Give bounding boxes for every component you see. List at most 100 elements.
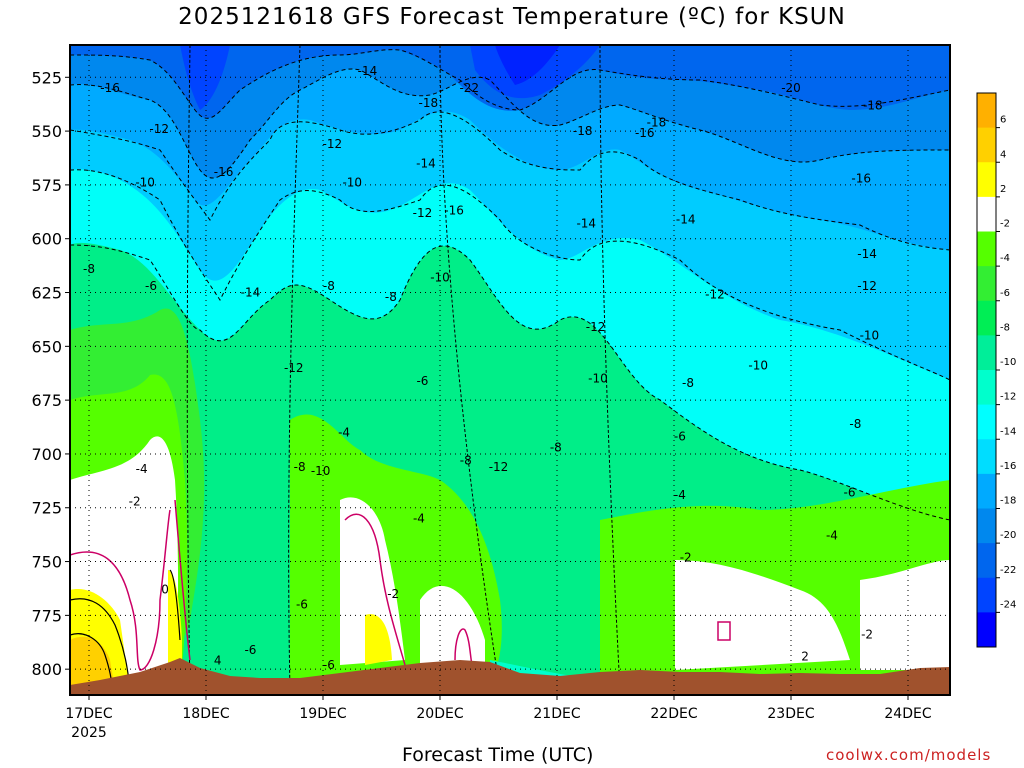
contour-label: -12 xyxy=(857,279,877,293)
contour-label: -6 xyxy=(674,430,686,444)
x-tick-label: 18DEC xyxy=(182,706,229,722)
colorbar-label: -10 xyxy=(1000,357,1016,368)
contour-label: -14 xyxy=(857,247,877,261)
contour-label: -16 xyxy=(444,204,464,218)
contour-label: -12 xyxy=(489,460,509,474)
colorbar-swatch xyxy=(977,577,996,613)
colorbar-label: -2 xyxy=(1000,219,1010,230)
contour-label: -12 xyxy=(149,122,169,136)
colorbar: 6 4 2 -2 -4 -6 -8 -10 -12 -14 -16 -18 -20 -22 -24 xyxy=(976,92,1016,648)
colorbar-swatch xyxy=(977,508,996,544)
x-axis-label: Forecast Time (UTC) xyxy=(402,744,594,766)
contour-label: -16 xyxy=(635,126,655,140)
colorbar-label: -22 xyxy=(1000,565,1016,576)
x-tick-label: 19DEC xyxy=(299,706,346,722)
contour-label: 2 xyxy=(801,649,809,663)
colorbar-label: -18 xyxy=(1000,496,1016,507)
y-tick-label: 750 xyxy=(31,553,62,572)
grid-lines xyxy=(70,45,950,695)
contour-label: -8 xyxy=(460,453,472,467)
contour-label: -18 xyxy=(418,96,438,110)
contour-lines xyxy=(70,45,950,691)
contour-label: -8 xyxy=(323,279,335,293)
colorbar-swatch xyxy=(977,300,996,336)
contour-label: -12 xyxy=(284,361,304,375)
contour-label: -14 xyxy=(241,286,261,300)
contour-label: -4 xyxy=(674,488,686,502)
contour-label: -14 xyxy=(416,156,436,170)
colorbar-swatch xyxy=(977,93,996,129)
contour-label: -12 xyxy=(586,320,606,334)
y-tick-label: 550 xyxy=(31,122,62,141)
colorbar-label: -4 xyxy=(1000,253,1010,264)
contour-label: -22 xyxy=(459,81,479,95)
contour-label: -4 xyxy=(413,512,425,526)
contour-label: -6 xyxy=(323,658,335,672)
contour-label: 0 xyxy=(161,583,169,597)
y-tick-label: 725 xyxy=(31,499,62,518)
contour-label: -10 xyxy=(860,329,880,343)
colorbar-swatch xyxy=(977,335,996,371)
contour-label: -6 xyxy=(244,643,256,657)
contour-label: -10 xyxy=(748,359,768,373)
source-credit: coolwx.com/models xyxy=(826,746,992,764)
colorbar-label: -16 xyxy=(1000,461,1016,472)
y-tick-label: 575 xyxy=(31,176,62,195)
colorbar-label: -6 xyxy=(1000,288,1010,299)
terrain xyxy=(70,658,950,695)
y-tick-label: 525 xyxy=(31,68,62,87)
x-axis: 17DEC 2025 18DEC 19DEC 20DEC 21DEC 22DEC 23DEC 2… xyxy=(65,695,932,741)
x-tick-label: 21DEC xyxy=(533,706,580,722)
colorbar-swatch xyxy=(977,196,996,232)
colorbar-swatch xyxy=(977,612,996,648)
colorbar-label: 4 xyxy=(1000,149,1006,160)
contour-label: -8 xyxy=(682,376,694,390)
x-tick-label: 20DEC xyxy=(416,706,463,722)
colorbar-swatch xyxy=(977,127,996,163)
contour-label: -4 xyxy=(826,529,838,543)
x-tick-year-label: 2025 xyxy=(71,725,107,741)
contour-label: -12 xyxy=(705,288,725,302)
contour-label: -18 xyxy=(647,115,667,129)
y-tick-label: 600 xyxy=(31,230,62,249)
contour-label: -8 xyxy=(294,460,306,474)
contour-label: -10 xyxy=(430,270,450,284)
colorbar-swatch xyxy=(977,231,996,267)
contour-label: -2 xyxy=(387,587,399,601)
colorbar-label: -12 xyxy=(1000,392,1016,403)
colorbar-swatch xyxy=(977,439,996,475)
contour-label: -16 xyxy=(100,81,120,95)
contour-label: -12 xyxy=(323,137,343,151)
contour-label: -8 xyxy=(550,440,562,454)
temperature-field xyxy=(70,45,950,695)
colorbar-swatch xyxy=(977,266,996,302)
y-tick-label: 650 xyxy=(31,337,62,356)
contour-label: -8 xyxy=(385,290,397,304)
colorbar-label: -8 xyxy=(1000,322,1010,333)
contour-label: -2 xyxy=(861,628,873,642)
contour-label: -10 xyxy=(311,464,331,478)
contour-label: -6 xyxy=(145,279,157,293)
contour-label: -6 xyxy=(844,486,856,500)
y-tick-label: 800 xyxy=(31,660,62,679)
contour-label: -8 xyxy=(83,262,95,276)
colorbar-label: -20 xyxy=(1000,530,1016,541)
colorbar-label: 6 xyxy=(1000,115,1006,126)
y-tick-label: 625 xyxy=(31,284,62,303)
colorbar-swatch xyxy=(977,370,996,406)
contour-label: -10 xyxy=(135,176,155,190)
contour-label: -14 xyxy=(676,212,696,226)
colorbar-swatch xyxy=(977,404,996,440)
contour-label: -10 xyxy=(588,372,608,386)
chart-title: 2025121618 GFS Forecast Temperature (ºC)… xyxy=(178,4,846,30)
contour-label: -8 xyxy=(849,417,861,431)
x-tick-label: 23DEC xyxy=(767,706,814,722)
contour-label: -6 xyxy=(296,598,308,612)
contour-label: -6 xyxy=(416,374,428,388)
x-tick-label: 17DEC xyxy=(65,706,112,722)
colorbar-label: 2 xyxy=(1000,184,1006,195)
contour-label: -4 xyxy=(338,425,350,439)
contour-label: -16 xyxy=(851,171,871,185)
colorbar-swatch xyxy=(977,162,996,198)
